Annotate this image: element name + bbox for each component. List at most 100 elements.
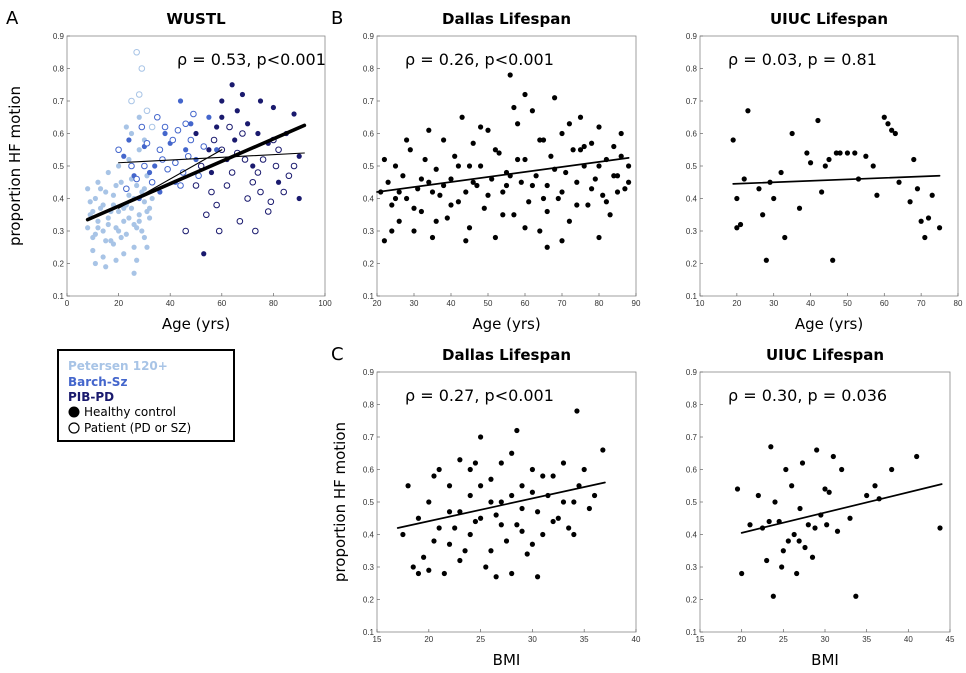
chart-title: Dallas Lifespan [442, 346, 571, 364]
data-point [138, 123, 146, 131]
chart-wustl: 0 20 40 60 80 100 0.1 0.2 0.3 0.4 0.5 0.6 0.7 0.8 0.9 W… [6, 10, 332, 333]
chart-uiuc_age: 10 20 30 40 50 60 70 80 0.1 0.2 0.3 0.4 0.5 0.6 0.7 0.8… [686, 10, 963, 333]
data-point [105, 215, 111, 221]
data-point [534, 509, 541, 515]
data-point [431, 538, 437, 544]
data-point [215, 227, 223, 235]
data-point [852, 150, 858, 156]
y-tick-label: 0.1 [53, 292, 65, 301]
data-point [448, 202, 454, 208]
data-point [529, 489, 536, 495]
data-point [929, 192, 935, 198]
data-point [789, 130, 795, 137]
y-tick-label: 0.3 [363, 563, 375, 572]
y-tick-label: 0.5 [686, 162, 698, 171]
data-point [522, 156, 528, 163]
data-point [566, 525, 572, 531]
x-axis-label: Age (yrs) [162, 315, 230, 333]
data-point [756, 186, 762, 192]
x-tick-label: 0 [65, 299, 70, 308]
data-point [467, 531, 473, 538]
y-tick-label: 0.2 [53, 260, 65, 269]
correlation-annotation: ρ = 0.03, p = 0.81 [728, 50, 877, 69]
data-point [146, 205, 153, 211]
data-point [889, 127, 895, 133]
data-point [85, 186, 91, 192]
data-point [118, 179, 124, 185]
data-point [797, 505, 803, 512]
data-point [492, 147, 498, 153]
data-point [457, 457, 463, 463]
data-point [514, 427, 520, 434]
data-point [780, 548, 786, 554]
panel-letter-a: A [6, 8, 19, 29]
data-point [566, 121, 573, 127]
data-point [607, 212, 613, 218]
data-point [778, 169, 784, 176]
data-point [200, 143, 208, 150]
data-point [214, 124, 220, 130]
x-tick-label: 40 [166, 299, 175, 308]
data-point [574, 202, 580, 208]
data-point [503, 182, 510, 189]
data-point [779, 564, 785, 570]
data-point [148, 178, 156, 186]
data-point [396, 189, 402, 195]
data-point [446, 483, 453, 489]
data-point [161, 123, 169, 131]
data-point [121, 251, 127, 257]
data-point [500, 212, 506, 218]
data-point [488, 548, 494, 554]
data-point [126, 137, 132, 143]
data-point [444, 215, 450, 221]
data-point [100, 254, 106, 260]
data-point [404, 195, 410, 202]
data-point [257, 188, 264, 196]
data-point [103, 238, 109, 244]
data-point [208, 188, 215, 196]
data-point [526, 199, 532, 205]
data-point [772, 499, 778, 505]
data-point [555, 195, 561, 202]
data-point [874, 192, 880, 198]
data-point [164, 165, 171, 173]
data-point [581, 466, 587, 473]
data-point [135, 91, 143, 98]
data-point [809, 554, 816, 560]
y-tick-label: 0.4 [686, 531, 698, 540]
y-tick-label: 0.5 [363, 162, 375, 171]
data-point [589, 186, 595, 192]
data-point [97, 186, 104, 192]
data-point [782, 234, 788, 241]
x-tick-label: 70 [558, 299, 567, 308]
data-point [392, 163, 399, 169]
data-point [559, 189, 565, 195]
data-point [830, 257, 836, 263]
data-point [121, 205, 127, 211]
data-point [522, 91, 528, 98]
y-tick-label: 0.2 [686, 260, 698, 269]
data-point [219, 114, 225, 120]
data-point [446, 509, 453, 515]
data-point [433, 166, 439, 172]
data-point [105, 169, 111, 176]
data-point [148, 123, 156, 131]
x-tick-label: 100 [318, 299, 332, 308]
data-point [872, 483, 878, 489]
data-point [463, 238, 469, 244]
data-point [548, 153, 554, 159]
data-point [418, 176, 424, 182]
data-point [839, 466, 845, 473]
chart-title: UIUC Lifespan [770, 10, 888, 28]
data-point [489, 176, 495, 182]
x-tick-label: 45 [946, 635, 955, 644]
data-point [95, 218, 101, 224]
data-point [822, 163, 828, 169]
data-point [436, 466, 442, 473]
data-point [529, 108, 536, 114]
y-tick-label: 0.6 [53, 130, 65, 139]
data-point [870, 163, 876, 169]
x-tick-label: 15 [696, 635, 705, 644]
x-tick-label: 60 [521, 299, 530, 308]
